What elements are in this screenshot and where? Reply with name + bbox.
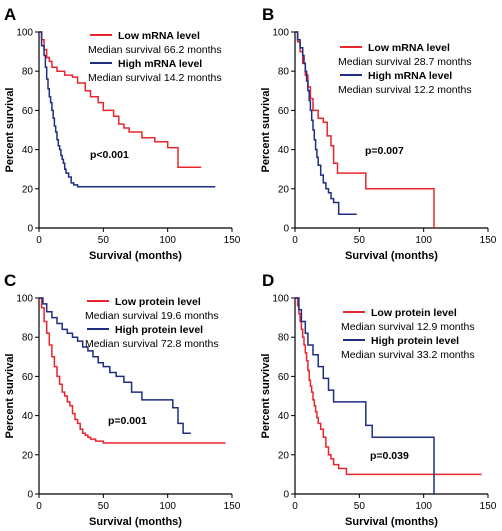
panel-letter: C [4, 271, 16, 290]
legend-label-low: Low mRNA level [368, 42, 450, 54]
p-value-label: p=0.007 [365, 145, 404, 157]
x-tick-label: 50 [354, 235, 366, 246]
x-tick-label: 150 [480, 235, 497, 246]
panel-c: C 0 20 40 60 80 100 0 50 100 150 Survival (months) P… [4, 271, 241, 528]
y-tick-label: 40 [22, 411, 34, 422]
y-tick-label: 100 [16, 28, 33, 39]
y-tick-label: 60 [22, 372, 34, 383]
x-tick-label: 150 [224, 235, 241, 246]
x-axis-title: Survival (months) [345, 516, 438, 528]
panel-b: B 0 20 40 60 80 100 0 50 100 150 Survival (months) P… [260, 5, 497, 262]
legend-label-high: High protein level [371, 335, 459, 347]
y-tick-label: 20 [22, 184, 34, 195]
panel-d: D 0 20 40 60 80 100 0 50 100 150 Survival (months) P… [260, 271, 497, 528]
legend-label-high: High protein level [115, 324, 203, 336]
panel-letter: A [4, 5, 16, 24]
y-tick-label: 100 [272, 28, 289, 39]
x-tick-label: 50 [98, 501, 110, 512]
x-tick-label: 150 [480, 501, 497, 512]
x-tick-label: 100 [415, 501, 432, 512]
panel-a: A 0 20 40 60 80 100 0 50 100 150 Survival (months) P… [4, 5, 241, 262]
y-tick-label: 80 [22, 333, 34, 344]
legend-median-high: Median survival 72.8 months [85, 338, 219, 350]
p-value-label: p<0.001 [90, 149, 129, 161]
x-tick-label: 100 [159, 235, 176, 246]
legend-median-high: Median survival 12.2 months [338, 84, 472, 96]
legend-label-high: High mRNA level [368, 70, 452, 82]
y-tick-label: 0 [27, 490, 33, 501]
survival-curve-high [295, 297, 435, 494]
y-tick-label: 100 [272, 294, 289, 305]
x-tick-label: 0 [36, 235, 42, 246]
y-tick-label: 80 [278, 333, 290, 344]
y-tick-label: 0 [283, 490, 289, 501]
y-tick-label: 40 [278, 411, 290, 422]
x-tick-label: 50 [354, 501, 366, 512]
x-axis-title: Survival (months) [345, 250, 438, 262]
y-axis-title: Percent survival [4, 88, 16, 173]
y-axis-title: Percent survival [260, 354, 272, 439]
y-tick-label: 0 [27, 224, 33, 235]
y-tick-label: 40 [22, 145, 34, 156]
y-tick-label: 20 [278, 450, 290, 461]
legend-median-low: Median survival 66.2 months [88, 44, 222, 56]
y-tick-label: 40 [278, 145, 290, 156]
y-tick-label: 80 [22, 67, 34, 78]
x-tick-label: 0 [292, 235, 298, 246]
x-tick-label: 0 [36, 501, 42, 512]
panel-letter: D [262, 271, 274, 290]
p-value-label: p=0.039 [370, 450, 409, 462]
y-axis-title: Percent survival [4, 354, 16, 439]
y-tick-label: 60 [22, 106, 34, 117]
legend-median-low: Median survival 19.6 months [85, 310, 219, 322]
y-tick-label: 0 [283, 224, 289, 235]
y-tick-label: 20 [22, 450, 34, 461]
y-tick-label: 60 [278, 372, 290, 383]
y-tick-label: 60 [278, 106, 290, 117]
y-tick-label: 20 [278, 184, 290, 195]
x-tick-label: 0 [292, 501, 298, 512]
x-tick-label: 50 [98, 235, 110, 246]
survival-curve-high [39, 31, 216, 188]
x-tick-label: 100 [159, 501, 176, 512]
x-axis-title: Survival (months) [89, 516, 182, 528]
p-value-label: p=0.001 [108, 415, 147, 427]
legend-median-low: Median survival 12.9 months [341, 321, 475, 333]
legend-label-low: Low protein level [115, 296, 201, 308]
x-axis-title: Survival (months) [89, 250, 182, 262]
y-axis-title: Percent survival [260, 88, 272, 173]
survival-curve-high [39, 297, 191, 434]
legend-median-high: Median survival 14.2 months [88, 72, 222, 84]
legend-median-low: Median survival 28.7 months [338, 56, 472, 68]
survival-curve-low [295, 297, 482, 476]
survival-curve-low [39, 31, 202, 168]
legend-label-low: Low protein level [371, 307, 457, 319]
y-tick-label: 100 [16, 294, 33, 305]
x-tick-label: 100 [415, 235, 432, 246]
legend-median-high: Median survival 33.2 months [341, 349, 475, 361]
survival-curve-low [39, 297, 226, 444]
legend-label-high: High mRNA level [118, 58, 202, 70]
y-tick-label: 80 [278, 67, 290, 78]
x-tick-label: 150 [224, 501, 241, 512]
panel-letter: B [262, 5, 274, 24]
survival-curve-high [295, 31, 357, 216]
legend-label-low: Low mRNA level [118, 30, 200, 42]
